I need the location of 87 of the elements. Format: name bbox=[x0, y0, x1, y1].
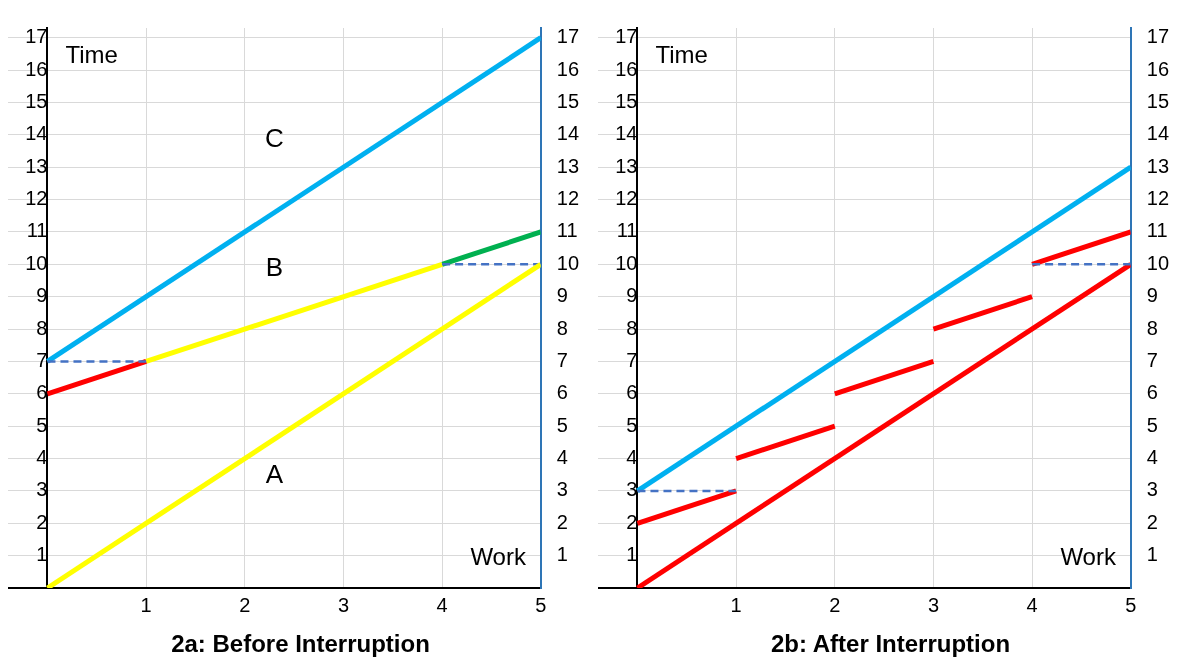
y2-tick-label: 15 bbox=[556, 89, 579, 112]
y2-tick-label: 13 bbox=[1146, 154, 1169, 177]
y-tick-label: 9 bbox=[36, 284, 48, 307]
y2-tick-label: 17 bbox=[1146, 25, 1169, 48]
y2-tick-label: 3 bbox=[556, 478, 568, 501]
y-tick-label: 1 bbox=[626, 543, 638, 566]
y2-tick-label: 2 bbox=[1146, 510, 1158, 533]
y-tick-label: 6 bbox=[36, 381, 48, 404]
y-tick-label: 11 bbox=[26, 219, 48, 242]
y-tick-label: 5 bbox=[36, 413, 48, 436]
y-tick-label: 17 bbox=[25, 25, 48, 48]
y-tick-label: 8 bbox=[36, 316, 48, 339]
y2-tick-label: 5 bbox=[1146, 413, 1158, 436]
y-tick-label: 15 bbox=[25, 89, 48, 112]
y2-tick-label: 11 bbox=[556, 219, 578, 242]
x-tick-label: 5 bbox=[535, 593, 547, 616]
y2-tick-label: 2 bbox=[556, 510, 568, 533]
y-tick-label: 12 bbox=[615, 187, 638, 210]
y2-tick-label: 1 bbox=[556, 543, 568, 566]
y-tick-label: 17 bbox=[615, 25, 638, 48]
y-tick-label: 2 bbox=[36, 510, 48, 533]
x-tick-label: 3 bbox=[927, 593, 939, 616]
y2-tick-label: 12 bbox=[556, 187, 579, 210]
y2-tick-label: 7 bbox=[1146, 348, 1158, 371]
y-tick-label: 3 bbox=[626, 478, 638, 501]
y-axis-title: Time bbox=[655, 40, 708, 68]
y2-tick-label: 4 bbox=[556, 446, 568, 469]
y-tick-label: 10 bbox=[615, 251, 638, 274]
x-tick-label: 1 bbox=[140, 593, 152, 616]
text: 2b: After Interruption bbox=[769, 630, 1012, 658]
y2-tick-label: 8 bbox=[1146, 316, 1158, 339]
y2-tick-label: 6 bbox=[556, 381, 568, 404]
y-tick-label: 4 bbox=[36, 446, 48, 469]
y2-tick-label: 16 bbox=[556, 57, 579, 80]
y2-tick-label: 3 bbox=[1146, 478, 1158, 501]
y2-tick-label: 14 bbox=[556, 122, 579, 145]
y-tick-label: 7 bbox=[36, 348, 48, 371]
y-tick-label: 14 bbox=[25, 122, 48, 145]
y-tick-label: 9 bbox=[626, 284, 638, 307]
y-tick-label: 5 bbox=[626, 413, 638, 436]
x-tick-label: 3 bbox=[337, 593, 349, 616]
y2-tick-label: 9 bbox=[1146, 284, 1158, 307]
y2-tick-label: 15 bbox=[1146, 89, 1169, 112]
y-tick-label: 13 bbox=[615, 154, 638, 177]
y2-tick-label: 10 bbox=[1146, 251, 1169, 274]
y-tick-label: 4 bbox=[626, 446, 638, 469]
y2-tick-label: 1 bbox=[1146, 543, 1158, 566]
y2-tick-label: 17 bbox=[556, 25, 579, 48]
y2-tick-label: 6 bbox=[1146, 381, 1158, 404]
x-tick-label: 2 bbox=[829, 593, 841, 616]
y-tick-label: 11 bbox=[616, 219, 638, 242]
annotation: C bbox=[264, 123, 284, 154]
y-tick-label: 3 bbox=[36, 478, 48, 501]
y-tick-label: 6 bbox=[626, 381, 638, 404]
x-tick-label: 1 bbox=[730, 593, 742, 616]
y2-tick-label: 7 bbox=[556, 348, 568, 371]
y2-tick-label: 11 bbox=[1146, 219, 1168, 242]
x-tick-label: 5 bbox=[1125, 593, 1137, 616]
y-tick-label: 1 bbox=[36, 543, 48, 566]
y-tick-label: 15 bbox=[615, 89, 638, 112]
y-tick-label: 16 bbox=[25, 57, 48, 80]
y-tick-label: 16 bbox=[615, 57, 638, 80]
y-tick-label: 2 bbox=[626, 510, 638, 533]
x-tick-label: 4 bbox=[1026, 593, 1038, 616]
y-tick-label: 8 bbox=[626, 316, 638, 339]
y2-tick-label: 12 bbox=[1146, 187, 1169, 210]
y-axis-title: Time bbox=[65, 40, 118, 68]
y-tick-label: 14 bbox=[615, 122, 638, 145]
y2-tick-label: 13 bbox=[556, 154, 579, 177]
y2-tick-label: 16 bbox=[1146, 57, 1169, 80]
y2-tick-label: 9 bbox=[556, 284, 568, 307]
x-tick-label: 4 bbox=[436, 593, 448, 616]
y2-tick-label: 10 bbox=[556, 251, 579, 274]
y2-tick-label: 4 bbox=[1146, 446, 1158, 469]
y2-tick-label: 8 bbox=[556, 316, 568, 339]
y-tick-label: 12 bbox=[25, 187, 48, 210]
x-axis-title: Work bbox=[470, 542, 527, 570]
y2-tick-label: 14 bbox=[1146, 122, 1169, 145]
y-tick-label: 13 bbox=[25, 154, 48, 177]
y-tick-label: 7 bbox=[626, 348, 638, 371]
text: 2a: Before Interruption bbox=[170, 630, 431, 658]
y-tick-label: 10 bbox=[25, 251, 48, 274]
annotation: B bbox=[265, 251, 284, 282]
x-tick-label: 2 bbox=[239, 593, 251, 616]
x-axis-title: Work bbox=[1060, 542, 1117, 570]
annotation: A bbox=[265, 459, 284, 490]
y2-tick-label: 5 bbox=[556, 413, 568, 436]
